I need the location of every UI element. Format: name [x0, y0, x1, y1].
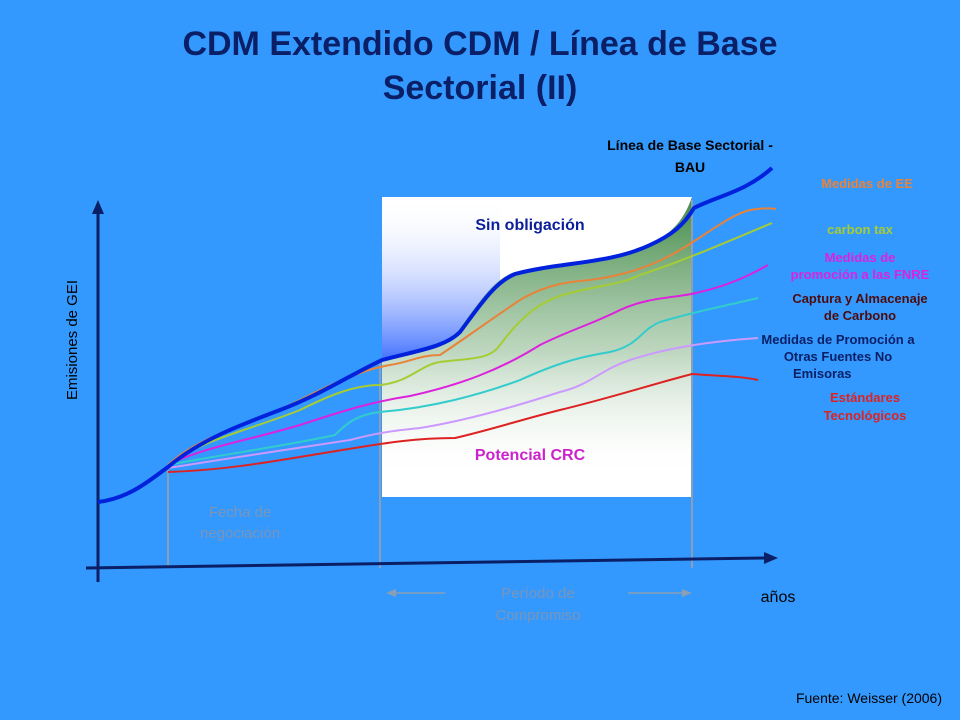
negotiation-line-2: negociación: [199, 525, 281, 542]
curve-ccs: [167, 297, 759, 466]
period-line-2: Compromiso: [495, 607, 581, 624]
title-line-1: CDM Extendido CDM / Línea de Base: [182, 25, 778, 63]
ccs-line-2: de Carbono: [823, 308, 897, 323]
baseline-line-1: Línea de Base Sectorial -: [607, 137, 773, 153]
source-note: Fuente: Weisser (2006): [795, 690, 942, 706]
slide-title: CDM Extendido CDM / Línea de Base Sector…: [0, 22, 960, 110]
baseline-label: Línea de Base Sectorial - BAU: [570, 134, 810, 178]
x-axis-label: años: [761, 589, 796, 606]
standards-line-1: Estándares: [829, 390, 901, 405]
negotiation-line-1: Fecha de: [208, 504, 272, 521]
no-obligation-label: Sin obligación: [475, 217, 585, 234]
curve-carbon-tax: [167, 222, 773, 466]
potential-crc-label: Potencial CRC: [474, 447, 586, 464]
title-line-2: Sectorial (II): [382, 69, 578, 107]
standards-line-2: Tecnológicos: [823, 408, 907, 423]
carbon-tax-label: carbon tax: [827, 222, 893, 237]
ccs-line-1: Captura y Almacenaje: [792, 291, 928, 306]
baseline-line-2: BAU: [674, 159, 706, 175]
other-line-1: Medidas de Promoción a: [761, 332, 915, 347]
curve-standards: [167, 372, 759, 473]
standards-label: Estándares Tecnológicos: [790, 389, 940, 425]
fnre-line-2: promoción a las FNRE: [790, 267, 930, 282]
y-axis-arrow: [92, 200, 104, 214]
other-line-3: Emisoras: [793, 366, 852, 381]
curve-other-sources: [167, 337, 759, 469]
negotiation-date-label: Fecha de negociación: [180, 502, 300, 544]
curve-baseline-bau: [97, 166, 774, 504]
commitment-period-label: Período de Compromiso: [458, 583, 618, 627]
x-axis: [85, 556, 766, 570]
fnre-label: Medidas de promoción a las FNRE: [770, 249, 950, 283]
curve-fnre: [167, 264, 769, 466]
other-sources-label: Medidas de Promoción a Otras Fuentes No …: [738, 331, 938, 382]
fnre-line-1: Medidas de: [824, 250, 896, 265]
other-line-2: Otras Fuentes No: [783, 349, 893, 364]
potential-area: [382, 197, 692, 480]
ccs-label: Captura y Almacenaje de Carbono: [770, 290, 950, 324]
y-axis-label: Emisiones de GEI: [64, 280, 81, 400]
ee-measures-label: Medidas de EE: [821, 176, 913, 191]
x-axis-arrow: [764, 552, 778, 564]
period-line-1: Período de: [501, 585, 575, 602]
